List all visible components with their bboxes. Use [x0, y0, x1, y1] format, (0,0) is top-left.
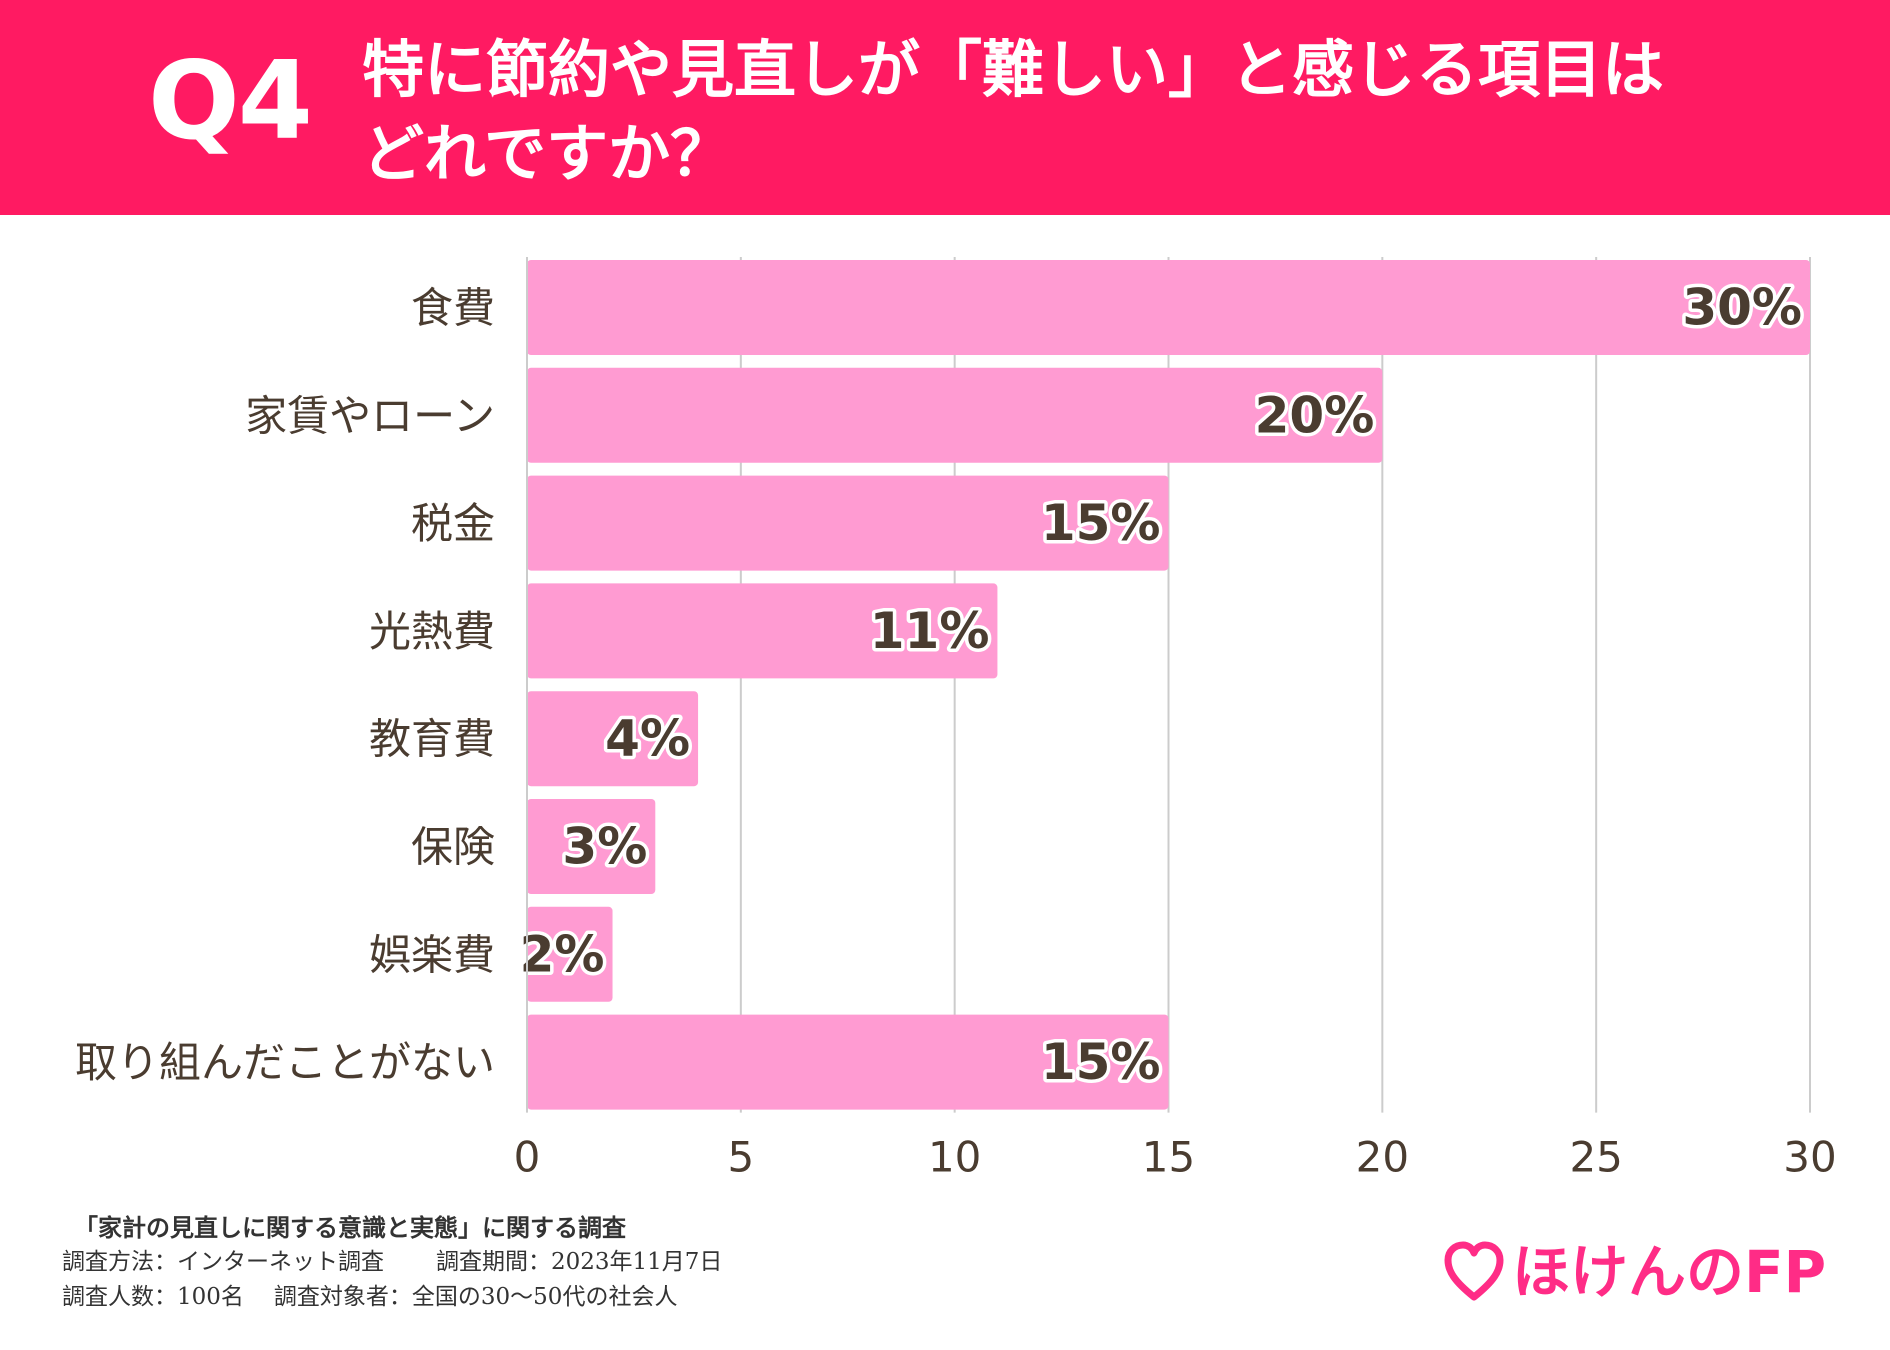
data-label: 15%	[1041, 1033, 1161, 1091]
bar	[527, 906, 613, 1002]
survey-method: 調査方法：インターネット調査	[62, 1249, 384, 1275]
x-tick-label: 15	[1142, 1133, 1195, 1182]
survey-line-1: 調査方法：インターネット調査 調査期間：2023年11月7日	[62, 1245, 722, 1280]
survey-count: 調査人数：100名	[62, 1284, 244, 1310]
x-tick-label: 20	[1356, 1133, 1409, 1182]
question-line-1: 特に節約や見直しが「難しい」と感じる項目は	[362, 33, 1665, 106]
category-label: 保険	[411, 823, 495, 872]
bar-chart: 食費 30% 家賃やローン 20% 税金 15% 光熱費 11% 教育費 4% 保険 3% 娯楽費 2% 取…	[75, 257, 1837, 1182]
x-tick-label: 10	[928, 1133, 981, 1182]
survey-title: 「家計の見直しに関する意識と実態」に関する調査	[74, 1213, 626, 1242]
bar	[527, 367, 1383, 463]
bar	[527, 475, 1169, 571]
header-banner: Q4 特に節約や見直しが「難しい」と感じる項目は どれですか？	[0, 0, 1890, 215]
bar	[527, 1014, 1169, 1110]
logo-text: ほけんのFP	[1512, 1238, 1827, 1306]
x-tick-label: 25	[1569, 1133, 1622, 1182]
category-label: 税金	[411, 499, 495, 548]
data-label: 4%	[605, 710, 690, 768]
category-label: 食費	[411, 284, 495, 333]
survey-footer: 「家計の見直しに関する意識と実態」に関する調査 調査方法：インターネット調査 調査…	[62, 1210, 722, 1315]
question-line-2: どれですか？	[362, 117, 733, 190]
survey-target: 調査対象者：全国の30〜50代の社会人	[273, 1284, 678, 1310]
x-tick-label: 30	[1783, 1133, 1836, 1182]
data-label: 30%	[1682, 279, 1802, 337]
category-label: 光熱費	[369, 607, 495, 656]
data-label: 20%	[1255, 386, 1375, 444]
data-label: 3%	[562, 818, 647, 876]
bar	[527, 260, 1810, 355]
bar	[527, 583, 998, 679]
category-label: 教育費	[369, 715, 495, 764]
category-label: 家賃やローン	[245, 391, 495, 440]
heart-icon	[1444, 1241, 1504, 1301]
survey-period: 調査期間：2023年11月7日	[436, 1249, 723, 1275]
survey-line-2: 調査人数：100名 調査対象者：全国の30〜50代の社会人	[62, 1280, 722, 1315]
category-label: 取り組んだことがない	[75, 1038, 495, 1087]
x-tick-label: 5	[727, 1133, 754, 1182]
question-text: 特に節約や見直しが「難しい」と感じる項目は どれですか？	[362, 28, 1842, 196]
data-label: 11%	[870, 602, 990, 660]
bar	[527, 691, 699, 787]
data-label: 2%	[520, 925, 605, 983]
bar	[527, 799, 656, 894]
category-label: 娯楽費	[369, 930, 495, 979]
data-label: 15%	[1041, 494, 1161, 552]
brand-logo: ほけんのFP	[1444, 1236, 1826, 1308]
question-number: Q4	[148, 39, 313, 164]
x-tick-label: 0	[514, 1133, 541, 1182]
